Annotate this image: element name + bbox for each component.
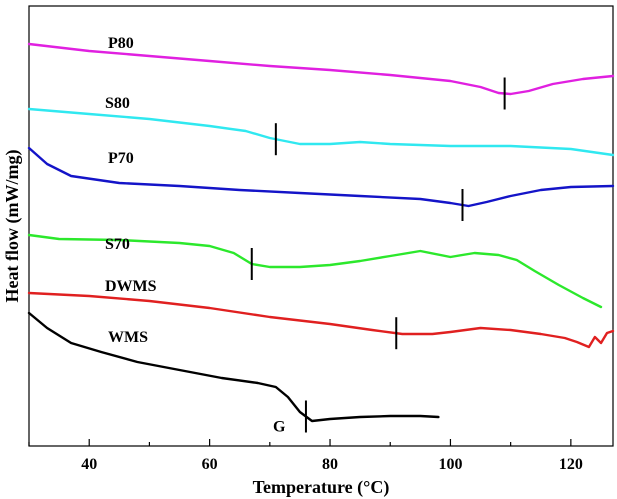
- series-labels: P80 S80 P70 S70 DWMS WMS G: [105, 35, 286, 436]
- series-label-wms: WMS: [108, 329, 148, 346]
- x-axis-title: Temperature (°C): [253, 477, 390, 498]
- x-tick-label: 40: [81, 456, 97, 473]
- x-ticks: 40 60 80 100 120: [28, 439, 583, 473]
- series-label-dwms: DWMS: [105, 278, 157, 295]
- point-label-g: G: [273, 419, 286, 436]
- series-label-p80: P80: [108, 35, 134, 52]
- series-label-p70: P70: [108, 150, 134, 167]
- x-tick-label: 100: [438, 456, 462, 473]
- series-line-dwms: [27, 291, 615, 349]
- series-label-s80: S80: [105, 95, 130, 112]
- x-tick-label: 120: [559, 456, 583, 473]
- plot-frame: [28, 5, 614, 447]
- x-tick-label: 60: [202, 456, 218, 473]
- series-line-wms: [27, 311, 440, 423]
- y-axis-title: Heat flow (mW/mg): [2, 150, 23, 303]
- series-label-s70: S70: [105, 236, 130, 253]
- series-line-p70: [27, 146, 615, 208]
- x-tick-label: 80: [322, 456, 338, 473]
- series-line-p80: [27, 42, 615, 96]
- series-line-s70: [27, 233, 603, 309]
- series-line-s80: [27, 107, 615, 157]
- series-group: [27, 42, 615, 423]
- transition-markers: [250, 77, 506, 433]
